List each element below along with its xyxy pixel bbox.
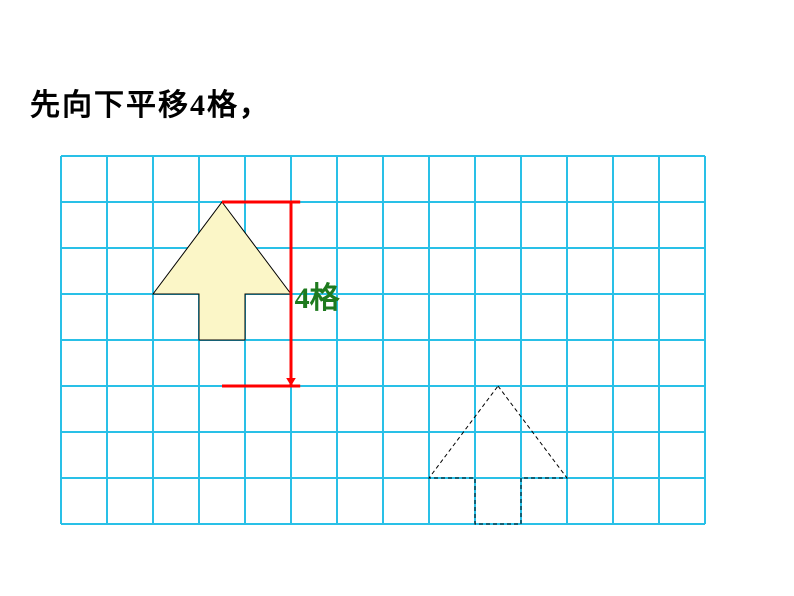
- diagram: [60, 155, 708, 532]
- stage: 先向下平移4格， 4格: [0, 0, 794, 596]
- page-title: 先向下平移4格，: [30, 80, 271, 124]
- measure-annotation: 4格: [295, 273, 340, 317]
- diagram-svg: [60, 155, 708, 527]
